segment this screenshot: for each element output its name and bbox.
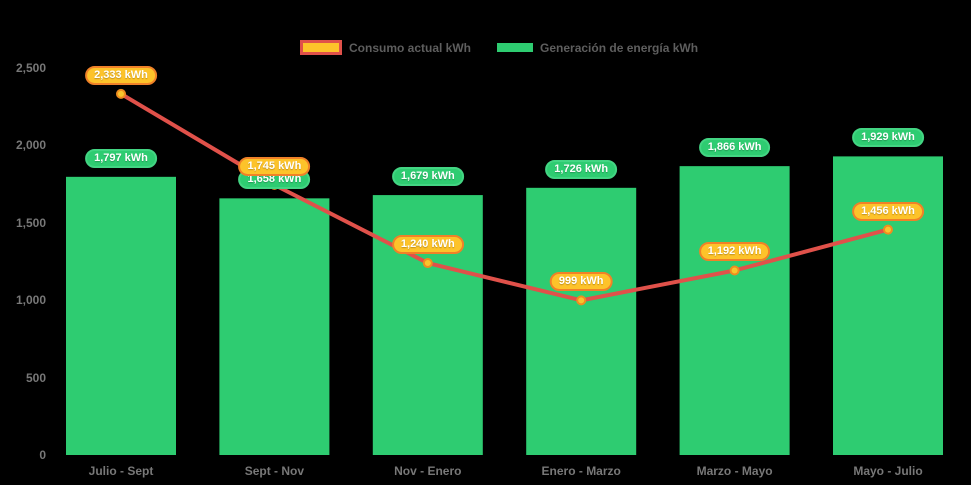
- x-axis-label-2: Sept - Nov: [244, 464, 305, 478]
- chart-legend: Consumo actual kWh Generación de energía…: [300, 40, 698, 55]
- y-axis-tick-2000: 2,000: [15, 138, 46, 153]
- consumo-legend-label: Consumo actual kWh: [349, 40, 472, 55]
- y-axis-tick-0: 0: [39, 448, 46, 462]
- generacion-legend-label: Generación de energía kWh: [540, 40, 699, 55]
- generation-bar-2[interactable]: [219, 198, 330, 455]
- consumption-value-label-2: 1,745 kWh: [238, 156, 311, 176]
- generation-bar-5[interactable]: [679, 166, 790, 456]
- x-axis-label-5: Marzo - Mayo: [696, 464, 773, 478]
- consumption-point-4[interactable]: [576, 295, 587, 306]
- x-axis-label-6: Mayo - Julio: [853, 464, 923, 478]
- generacion-legend-swatch: [497, 43, 534, 52]
- y-axis-tick-2500: 2,500: [15, 61, 46, 75]
- x-axis-label-3: Nov - Enero: [394, 464, 462, 478]
- consumption-value-label-3: 1,240 kWh: [391, 235, 464, 255]
- y-axis-tick-500: 500: [25, 370, 46, 385]
- consumo-legend-swatch: [300, 40, 342, 55]
- consumption-value-label-1: 2,333 kWh: [85, 65, 157, 85]
- generation-value-label-5: 1,866 kWh: [698, 138, 771, 158]
- consumption-point-6[interactable]: [883, 224, 893, 235]
- consumption-point-3[interactable]: [422, 258, 433, 269]
- x-axis-label-1: Julio - Sept: [88, 464, 154, 478]
- x-axis-label-4: Enero - Marzo: [541, 464, 621, 478]
- consumption-value-label-4: 999 kWh: [549, 272, 613, 292]
- generation-value-label-6: 1,929 kWh: [852, 128, 924, 148]
- consumption-point-5[interactable]: [729, 265, 740, 276]
- consumption-point-1[interactable]: [116, 88, 126, 99]
- generation-value-label-1: 1,797 kWh: [85, 148, 157, 168]
- generation-bar-1[interactable]: [66, 176, 176, 455]
- y-axis-tick-1500: 1,500: [15, 215, 46, 230]
- generation-value-label-3: 1,679 kWh: [391, 167, 464, 187]
- consumption-value-label-5: 1,192 kWh: [698, 242, 771, 262]
- legend-item-consumo[interactable]: Consumo actual kWh: [300, 40, 471, 55]
- consumption-value-label-6: 1,456 kWh: [852, 201, 924, 221]
- generation-bar-4[interactable]: [526, 187, 637, 456]
- y-axis-tick-1000: 1,000: [15, 293, 46, 308]
- legend-item-generacion[interactable]: Generación de energía kWh: [497, 41, 698, 55]
- generation-value-label-4: 1,726 kWh: [545, 159, 618, 179]
